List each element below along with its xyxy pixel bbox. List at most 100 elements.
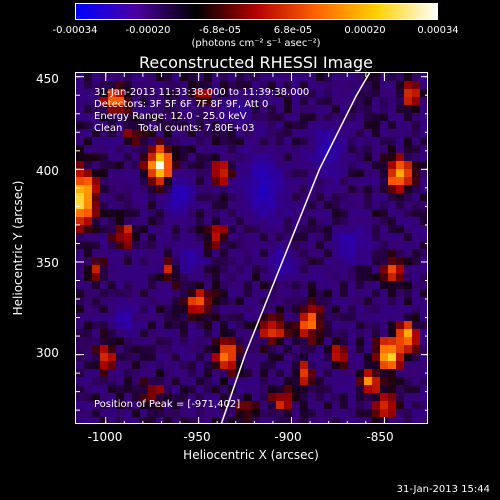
heatmap-cell <box>364 313 373 322</box>
heatmap-cell <box>236 225 245 234</box>
heatmap-cell <box>236 217 245 226</box>
heatmap-cell <box>132 409 141 418</box>
heatmap-cell <box>388 377 397 386</box>
heatmap-cell <box>132 385 141 394</box>
heatmap-cell <box>124 177 133 186</box>
heatmap-cell <box>292 129 301 138</box>
heatmap-cell <box>268 233 277 242</box>
heatmap-cell <box>332 417 341 423</box>
heatmap-cell <box>340 89 349 98</box>
heatmap-cell <box>372 353 381 362</box>
heatmap-cell <box>84 345 93 354</box>
heatmap-cell <box>76 345 85 354</box>
heatmap-cell <box>204 289 213 298</box>
heatmap-cell <box>364 225 373 234</box>
heatmap-cell <box>204 97 213 106</box>
heatmap-cell <box>108 305 117 314</box>
heatmap-cell <box>420 121 427 130</box>
heatmap-cell <box>188 401 197 410</box>
heatmap-cell <box>364 137 373 146</box>
heatmap-cell <box>276 169 285 178</box>
heatmap-cell <box>252 297 261 306</box>
heatmap-cell <box>124 329 133 338</box>
heatmap-cell <box>324 401 333 410</box>
heatmap-cell <box>372 97 381 106</box>
heatmap-cell <box>156 161 165 170</box>
heatmap-cell <box>364 97 373 106</box>
heatmap-cell <box>196 313 205 322</box>
heatmap-cell <box>100 209 109 218</box>
heatmap-cell <box>388 121 397 130</box>
heatmap-cell <box>284 193 293 202</box>
x-tick-label: -850 <box>366 430 394 444</box>
heatmap-cell <box>188 145 197 154</box>
heatmap-cell <box>164 297 173 306</box>
heatmap-cell <box>260 113 269 122</box>
heatmap-cell <box>116 393 125 402</box>
heatmap-cell <box>252 81 261 90</box>
heatmap-cell <box>204 169 213 178</box>
heatmap-cell <box>388 281 397 290</box>
heatmap-cell <box>252 345 261 354</box>
heatmap-cell <box>204 249 213 258</box>
heatmap-cell <box>260 329 269 338</box>
heatmap-cell <box>140 377 149 386</box>
heatmap-cell <box>148 113 157 122</box>
heatmap-cell <box>76 353 85 362</box>
heatmap-cell <box>108 385 117 394</box>
heatmap-cell <box>332 265 341 274</box>
heatmap-cell <box>92 145 101 154</box>
heatmap-cell <box>364 385 373 394</box>
heatmap-cell <box>276 233 285 242</box>
heatmap-cell <box>268 417 277 423</box>
heatmap-cell <box>332 225 341 234</box>
heatmap-cell <box>204 345 213 354</box>
heatmap-cell <box>164 97 173 106</box>
heatmap-cell <box>404 185 413 194</box>
heatmap-cell <box>84 217 93 226</box>
heatmap-cell <box>340 257 349 266</box>
heatmap-cell <box>228 393 237 402</box>
heatmap-cell <box>108 257 117 266</box>
heatmap-cell <box>308 281 317 290</box>
heatmap-cell <box>212 105 221 114</box>
heatmap-cell <box>140 161 149 170</box>
heatmap-cell <box>412 161 421 170</box>
heatmap-cell <box>92 129 101 138</box>
heatmap-cell <box>172 73 181 82</box>
heatmap-cell <box>324 161 333 170</box>
heatmap-cell <box>268 409 277 418</box>
timestamp: 31-Jan-2013 15:44 <box>396 484 490 495</box>
heatmap-cell <box>380 209 389 218</box>
heatmap-cell <box>172 97 181 106</box>
heatmap-cell <box>124 409 133 418</box>
heatmap-cell <box>124 353 133 362</box>
heatmap-cell <box>268 153 277 162</box>
heatmap-cell <box>196 97 205 106</box>
heatmap-cell <box>412 305 421 314</box>
heatmap-cell <box>316 385 325 394</box>
heatmap-cell <box>116 193 125 202</box>
heatmap-cell <box>116 233 125 242</box>
heatmap-cell <box>148 321 157 330</box>
heatmap-cell <box>260 273 269 282</box>
heatmap-cell <box>316 321 325 330</box>
heatmap-cell <box>276 129 285 138</box>
heatmap-cell <box>164 393 173 402</box>
heatmap-cell <box>300 177 309 186</box>
heatmap-cell <box>244 81 253 90</box>
heatmap-cell <box>252 193 261 202</box>
heatmap-cell <box>188 185 197 194</box>
heatmap-cell <box>76 105 85 114</box>
heatmap-cell <box>284 113 293 122</box>
heatmap-cell <box>172 137 181 146</box>
heatmap-cell <box>252 393 261 402</box>
heatmap-cell <box>124 321 133 330</box>
heatmap-cell <box>100 225 109 234</box>
heatmap-cell <box>172 233 181 242</box>
heatmap-cell <box>180 289 189 298</box>
heatmap-cell <box>412 169 421 178</box>
heatmap-cell <box>260 265 269 274</box>
heatmap-cell <box>124 289 133 298</box>
heatmap-cell <box>332 257 341 266</box>
